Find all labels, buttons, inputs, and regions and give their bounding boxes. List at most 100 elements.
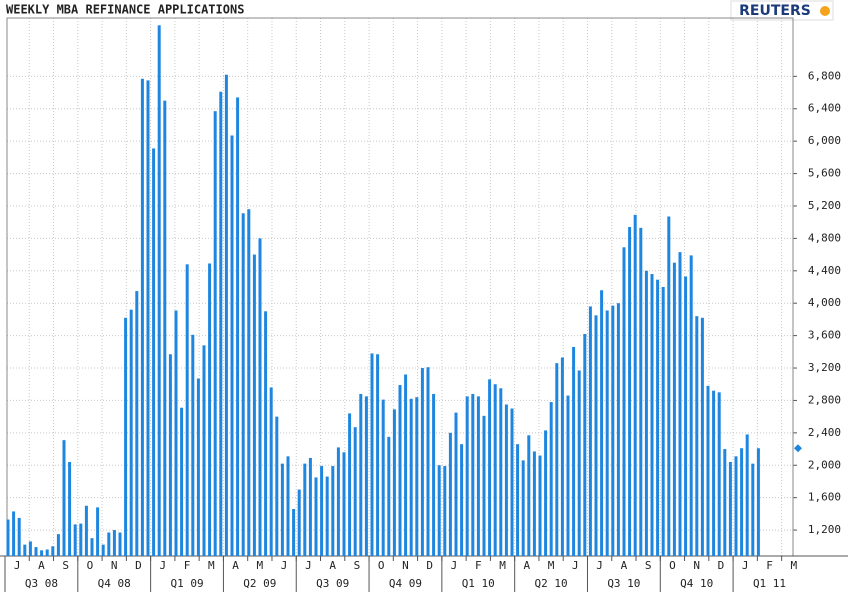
bar [555,363,559,556]
bar [264,311,268,556]
bar [152,148,156,556]
x-tick-label: J [14,559,21,572]
quarter-label: Q4 09 [389,577,422,590]
bar [157,25,161,556]
x-tick-label: O [669,559,676,572]
bar [566,395,570,556]
bar [661,287,665,556]
bar [320,466,324,556]
bar [191,334,195,556]
bar [482,415,486,556]
bar [628,227,632,556]
bar [706,385,710,556]
y-tick-label: 5,600 [808,167,841,180]
bar [678,252,682,556]
bar [168,354,172,556]
y-tick-label: 4,800 [808,231,841,244]
bar [124,317,128,556]
logo-box [730,0,834,21]
bar [672,262,676,556]
x-tick-label: S [645,559,652,572]
bar [510,408,514,556]
bar [308,457,312,556]
bar [398,385,402,556]
bar [247,209,251,557]
bar [303,463,307,556]
x-tick-label: D [426,559,433,572]
bar [740,448,744,556]
bar [364,396,368,556]
bar [6,519,10,556]
bar [560,357,564,556]
x-tick-label: J [596,559,603,572]
bar [426,367,430,556]
bar [118,532,122,556]
bar [342,452,346,556]
bar [432,393,436,556]
x-tick-label: M [548,559,555,572]
bar [594,315,598,556]
x-tick-label: A [621,559,628,572]
bar [252,254,256,556]
x-tick-label: A [232,559,239,572]
bar [549,402,553,556]
bar [521,460,525,556]
bar [62,440,66,556]
bar [180,407,184,556]
bar [275,416,279,556]
x-tick-label: J [742,559,749,572]
bar [409,398,413,556]
bar [112,530,116,556]
x-tick-label: M [257,559,264,572]
bar [297,489,301,556]
x-tick-label: O [87,559,94,572]
bar [756,448,760,556]
logo-icon [820,6,830,16]
bar [465,396,469,556]
bar [34,547,38,556]
x-tick-label: N [693,559,700,572]
bar [454,412,458,556]
bar [174,310,178,556]
bar [460,444,464,556]
chart-title: WEEKLY MBA REFINANCE APPLICATIONS [6,3,244,17]
logo: REUTERS [739,3,811,19]
x-tick-label: A [38,559,45,572]
bar [331,466,335,556]
bar [196,378,200,556]
bar [51,546,55,556]
bar [717,392,721,556]
bar [12,511,16,556]
bar [353,427,357,556]
y-tick-label: 3,600 [808,329,841,342]
x-tick-label: S [354,559,361,572]
bar [28,541,32,556]
bar [185,264,189,556]
bar [314,477,318,556]
bar [728,462,732,556]
bar [96,507,100,556]
bar [387,436,391,556]
bar [583,333,587,556]
bar [504,404,508,556]
bar [544,430,548,556]
y-tick-label: 2,800 [808,393,841,406]
bar [734,456,738,556]
bar [370,353,374,556]
bar [644,270,648,556]
y-tick-label: 4,400 [808,264,841,277]
bar [73,524,77,556]
bar [292,509,296,556]
bar [359,393,363,556]
bar [56,534,60,556]
bar [325,476,329,556]
bar [437,465,441,556]
x-tick-label: J [281,559,288,572]
x-tick-label: N [402,559,409,572]
bar [538,455,542,556]
quarter-label: Q3 09 [316,577,349,590]
bar [79,523,83,556]
bar [135,291,139,556]
bar [236,97,240,556]
